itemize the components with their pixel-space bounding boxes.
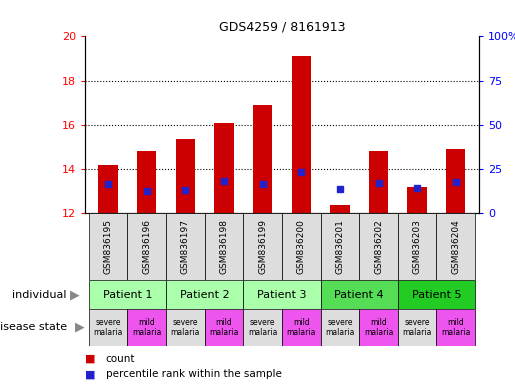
Bar — [137, 151, 157, 213]
Text: GSM836201: GSM836201 — [335, 219, 345, 274]
Text: GSM836203: GSM836203 — [413, 219, 422, 274]
Bar — [243, 309, 282, 346]
Text: severe
malaria: severe malaria — [248, 318, 278, 337]
Bar — [398, 309, 436, 346]
Text: severe
malaria: severe malaria — [170, 318, 200, 337]
Bar — [128, 309, 166, 346]
Text: Patient 1: Patient 1 — [102, 290, 152, 300]
Bar — [330, 205, 350, 213]
Bar — [243, 280, 320, 309]
Text: individual: individual — [12, 290, 67, 300]
Bar — [243, 213, 282, 280]
Text: GSM836204: GSM836204 — [451, 219, 460, 274]
Bar — [214, 122, 234, 213]
Text: GSM836197: GSM836197 — [181, 219, 190, 274]
Text: mild
malaria: mild malaria — [209, 318, 239, 337]
Text: Patient 5: Patient 5 — [411, 290, 461, 300]
Text: severe
malaria: severe malaria — [93, 318, 123, 337]
Bar — [359, 309, 398, 346]
Bar — [407, 187, 427, 213]
Text: ■: ■ — [85, 369, 95, 379]
Bar — [253, 105, 272, 213]
Text: severe
malaria: severe malaria — [325, 318, 355, 337]
Bar — [398, 280, 475, 309]
Text: GSM836199: GSM836199 — [258, 219, 267, 274]
Bar — [320, 309, 359, 346]
Bar — [282, 309, 320, 346]
Text: Patient 3: Patient 3 — [257, 290, 307, 300]
Bar — [205, 213, 243, 280]
Bar — [369, 151, 388, 213]
Text: severe
malaria: severe malaria — [402, 318, 432, 337]
Bar — [166, 280, 243, 309]
Text: mild
malaria: mild malaria — [364, 318, 393, 337]
Bar — [359, 213, 398, 280]
Bar — [436, 309, 475, 346]
Text: Patient 4: Patient 4 — [334, 290, 384, 300]
Text: GSM836200: GSM836200 — [297, 219, 306, 274]
Text: disease state: disease state — [0, 322, 67, 333]
Bar — [446, 149, 466, 213]
Bar — [166, 213, 205, 280]
Bar — [320, 213, 359, 280]
Text: GSM836196: GSM836196 — [142, 219, 151, 274]
Title: GDS4259 / 8161913: GDS4259 / 8161913 — [219, 21, 345, 34]
Bar — [176, 139, 195, 213]
Bar — [89, 213, 128, 280]
Text: mild
malaria: mild malaria — [441, 318, 471, 337]
Bar — [436, 213, 475, 280]
Bar — [166, 309, 205, 346]
Bar — [89, 280, 166, 309]
Bar — [128, 213, 166, 280]
Bar — [98, 165, 118, 213]
Bar — [320, 280, 398, 309]
Text: count: count — [106, 354, 135, 364]
Bar — [398, 213, 436, 280]
Text: GSM836202: GSM836202 — [374, 219, 383, 274]
Bar — [291, 56, 311, 213]
Text: mild
malaria: mild malaria — [286, 318, 316, 337]
Text: Patient 2: Patient 2 — [180, 290, 230, 300]
Bar — [89, 309, 128, 346]
Bar — [205, 309, 243, 346]
Text: GSM836195: GSM836195 — [104, 219, 113, 274]
Text: ■: ■ — [85, 354, 95, 364]
Bar — [282, 213, 320, 280]
Text: ▶: ▶ — [75, 321, 84, 334]
Text: mild
malaria: mild malaria — [132, 318, 162, 337]
Text: percentile rank within the sample: percentile rank within the sample — [106, 369, 282, 379]
Text: ▶: ▶ — [70, 288, 79, 301]
Text: GSM836198: GSM836198 — [219, 219, 229, 274]
